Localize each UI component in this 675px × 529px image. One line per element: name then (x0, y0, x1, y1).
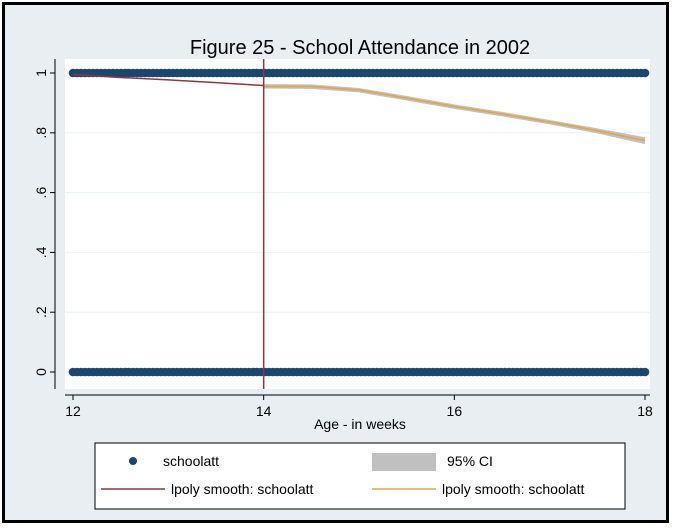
legend-marker-schoolatt (129, 457, 137, 465)
scatter-point-y0-143 (640, 367, 650, 377)
x-ticks: 12 14 16 18 (65, 395, 653, 419)
y-tick-label-5: 1 (33, 69, 49, 77)
scatter-points-at-1 (68, 68, 650, 78)
y-ticks: 0 .2 .4 .6 .8 1 (33, 69, 55, 376)
scatter-point-y1-143 (640, 68, 650, 78)
y-tick-label-1: .2 (33, 306, 49, 318)
legend-label-schoolatt: schoolatt (163, 453, 219, 469)
chart-svg: Figure 25 - School Attendance in 2002 0.… (33, 37, 653, 510)
y-tick-label-0: 0 (33, 368, 49, 376)
chart-frame: Figure 25 - School Attendance in 2002 0.… (2, 2, 669, 523)
y-tick-label-4: .8 (33, 127, 49, 139)
legend-label-orange: lpoly smooth: schoolatt (442, 481, 585, 497)
y-tick-label-2: .4 (33, 246, 49, 258)
x-tick-label-1: 14 (256, 403, 272, 419)
series-lpoly-red (72, 73, 264, 87)
x-tick-label-3: 18 (637, 403, 653, 419)
y-tick-label-3: .6 (33, 187, 49, 199)
legend-box (94, 442, 626, 510)
series-lpoly-orange (263, 85, 646, 142)
legend: schoolatt 95% CI lpoly smooth: schoolatt… (94, 442, 626, 510)
legend-swatch-ci (372, 453, 436, 471)
x-axis-label: Age - in weeks (314, 416, 406, 432)
plot-area (65, 59, 650, 389)
scatter-points-at-0 (68, 367, 650, 377)
x-tick-label-2: 16 (447, 403, 463, 419)
x-tick-label-0: 12 (65, 403, 81, 419)
legend-label-red: lpoly smooth: schoolatt (171, 481, 314, 497)
chart-title: Figure 25 - School Attendance in 2002 (190, 37, 530, 59)
legend-label-ci: 95% CI (447, 453, 493, 469)
